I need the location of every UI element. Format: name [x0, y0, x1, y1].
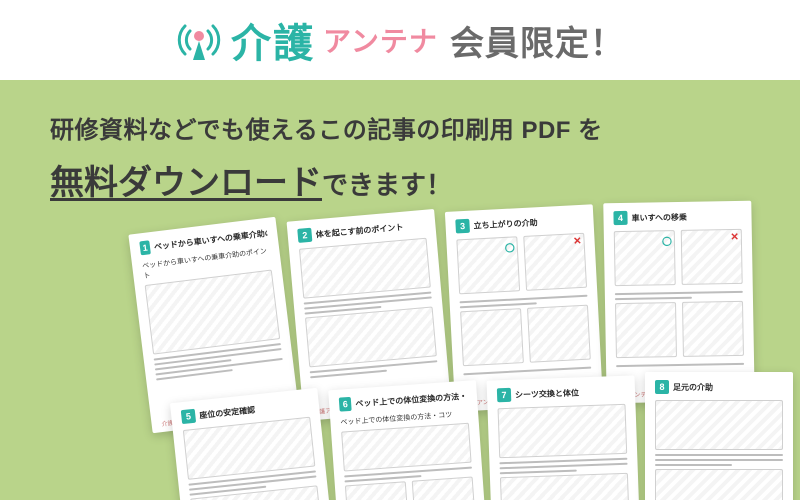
sample-page: 7シーツ交換と体位介護アンテナ [487, 375, 642, 500]
logo: 介護 アンテナ 会員限定！ [175, 11, 625, 69]
header-tail: 会員限定！ [450, 16, 625, 65]
banner-root: 介護 アンテナ 会員限定！ 研修資料などでも使えるこの記事の印刷用 PDF を … [0, 0, 800, 500]
sample-page: 8足元の介助介護アンテナ [645, 372, 793, 500]
antenna-icon [175, 16, 223, 64]
body-line2-tail: できます！ [322, 170, 452, 200]
sample-page: 6ベッド上での体位変換の方法・コツベッド上での体位変換の方法・コツ介護アンテナ [328, 380, 490, 500]
body-line2: 無料ダウンロードできます！ [50, 155, 750, 204]
logo-text-sub: アンテナ [323, 20, 438, 60]
body-copy: 研修資料などでも使えるこの記事の印刷用 PDF を 無料ダウンロードできます！ [50, 110, 750, 204]
logo-text-main: 介護 [231, 11, 315, 69]
sample-page: 5座位の安定確認介護アンテナ [170, 388, 338, 500]
body-line2-emph: 無料ダウンロード [50, 164, 322, 202]
header-bar: 介護 アンテナ 会員限定！ [0, 0, 800, 80]
page-fan: 1ベッドから車いすへの乗車介助の方法・コツベッドから車いすへの乗車介助のポイント… [70, 220, 800, 500]
body-line1: 研修資料などでも使えるこの記事の印刷用 PDF を [50, 110, 750, 145]
